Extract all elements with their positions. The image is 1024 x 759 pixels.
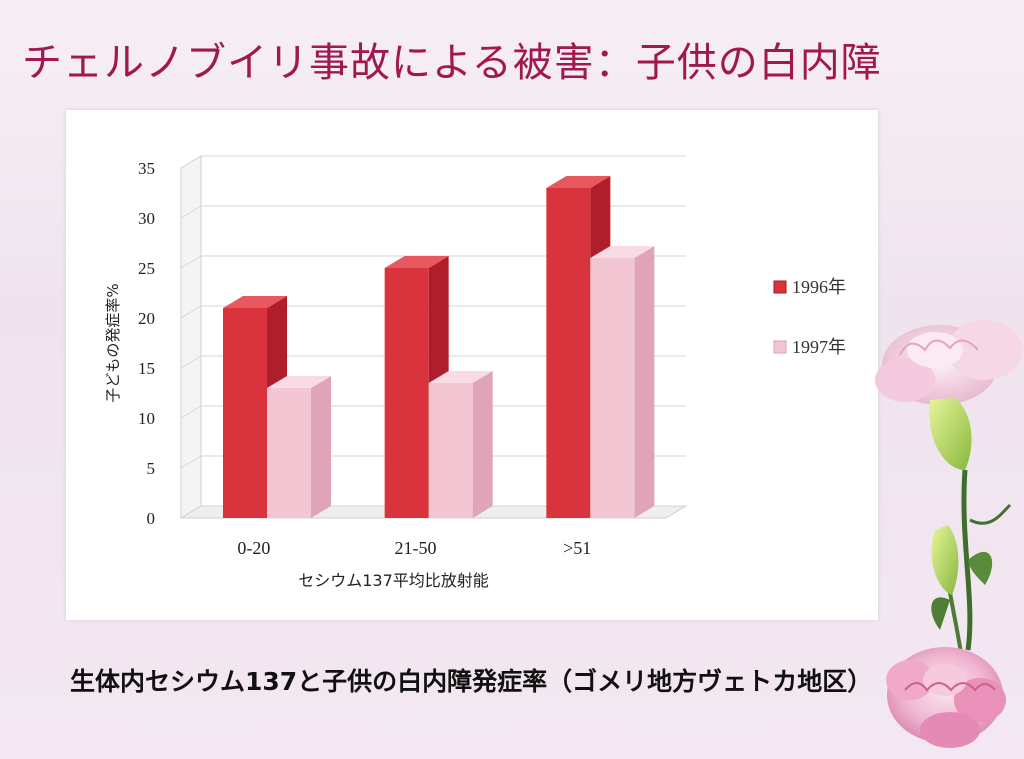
x-tick-label: >51 [563,538,591,558]
gridline-depth [180,505,202,519]
bar [223,308,267,518]
gridline-depth [180,355,202,369]
y-axis-label: 子どもの発症率% [104,283,122,402]
x-axis-label: セシウム137平均比放射能 [298,571,489,590]
y-tick-label: 15 [138,359,155,378]
gridline-depth [180,255,202,269]
bar-top [546,176,611,188]
legend-swatch [773,340,787,354]
bar-top [267,376,331,388]
bar-chart: 0 5 10 15 20 25 30 35 子どもの発症率% 0-20 21-50 >51 セシウム13… [104,155,846,590]
bar [428,383,473,518]
bar-side [634,246,655,518]
y-tick-label: 30 [138,209,155,228]
y-tick-label: 0 [147,509,156,528]
bar-side [472,371,493,518]
bar-top [223,296,287,308]
bar-top [384,256,449,268]
y-tick-label: 10 [138,409,155,428]
bar-top [590,246,655,258]
bar [267,388,311,518]
y-tick-label: 5 [147,459,156,478]
bar [384,268,429,518]
x-tick-label: 21-50 [395,538,437,558]
gridline-depth [180,455,202,469]
y-tick-label: 25 [138,259,155,278]
chart-panel: 0 5 10 15 20 25 30 35 子どもの発症率% 0-20 21-50 >51 セシウム13… [66,110,878,620]
y-tick-label: 35 [138,159,155,178]
slide-title: チェルノブイリ事故による被害：子供の白内障 [22,40,882,86]
legend-swatch [773,280,787,294]
gridline-depth [180,205,202,219]
legend-label: 1996年 [792,277,846,297]
gridline-depth [180,405,202,419]
gridline-depth [180,305,202,319]
bar-top [428,371,493,383]
bar-side [311,376,331,518]
y-tick-label: 20 [138,309,155,328]
bar [590,258,635,518]
bar [546,188,591,518]
legend-label: 1997年 [792,337,846,357]
gridline-depth [180,155,202,169]
slide-caption: 生体内セシウム137と子供の白内障発症率（ゴメリ地方ヴェトカ地区） [70,667,873,696]
x-tick-label: 0-20 [237,538,270,558]
